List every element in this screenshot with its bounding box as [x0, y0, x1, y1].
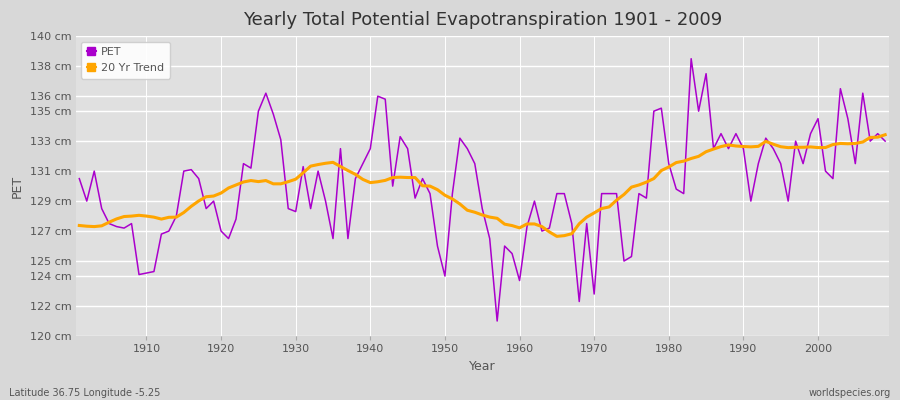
Line: 20 Yr Trend: 20 Yr Trend [79, 135, 886, 236]
Text: Latitude 36.75 Longitude -5.25: Latitude 36.75 Longitude -5.25 [9, 388, 160, 398]
PET [133, 272, 144, 277]
PET [514, 278, 525, 283]
PET [74, 176, 85, 181]
PET [686, 56, 697, 61]
20 Yr Trend [298, 170, 309, 175]
PET [522, 224, 533, 229]
Text: worldspecies.org: worldspecies.org [809, 388, 891, 398]
20 Yr Trend [514, 226, 525, 230]
PET [343, 236, 354, 241]
PET [880, 139, 891, 144]
20 Yr Trend [552, 234, 562, 239]
PET [611, 191, 622, 196]
20 Yr Trend [880, 132, 891, 137]
PET [491, 319, 502, 324]
X-axis label: Year: Year [469, 360, 496, 373]
20 Yr Trend [611, 198, 622, 202]
Y-axis label: PET: PET [11, 174, 24, 198]
Title: Yearly Total Potential Evapotranspiration 1901 - 2009: Yearly Total Potential Evapotranspiratio… [243, 11, 722, 29]
PET [298, 164, 309, 169]
20 Yr Trend [133, 213, 144, 218]
20 Yr Trend [507, 223, 517, 228]
Line: PET: PET [79, 59, 886, 321]
Legend: PET, 20 Yr Trend: PET, 20 Yr Trend [81, 42, 170, 79]
20 Yr Trend [343, 168, 354, 173]
20 Yr Trend [74, 223, 85, 228]
